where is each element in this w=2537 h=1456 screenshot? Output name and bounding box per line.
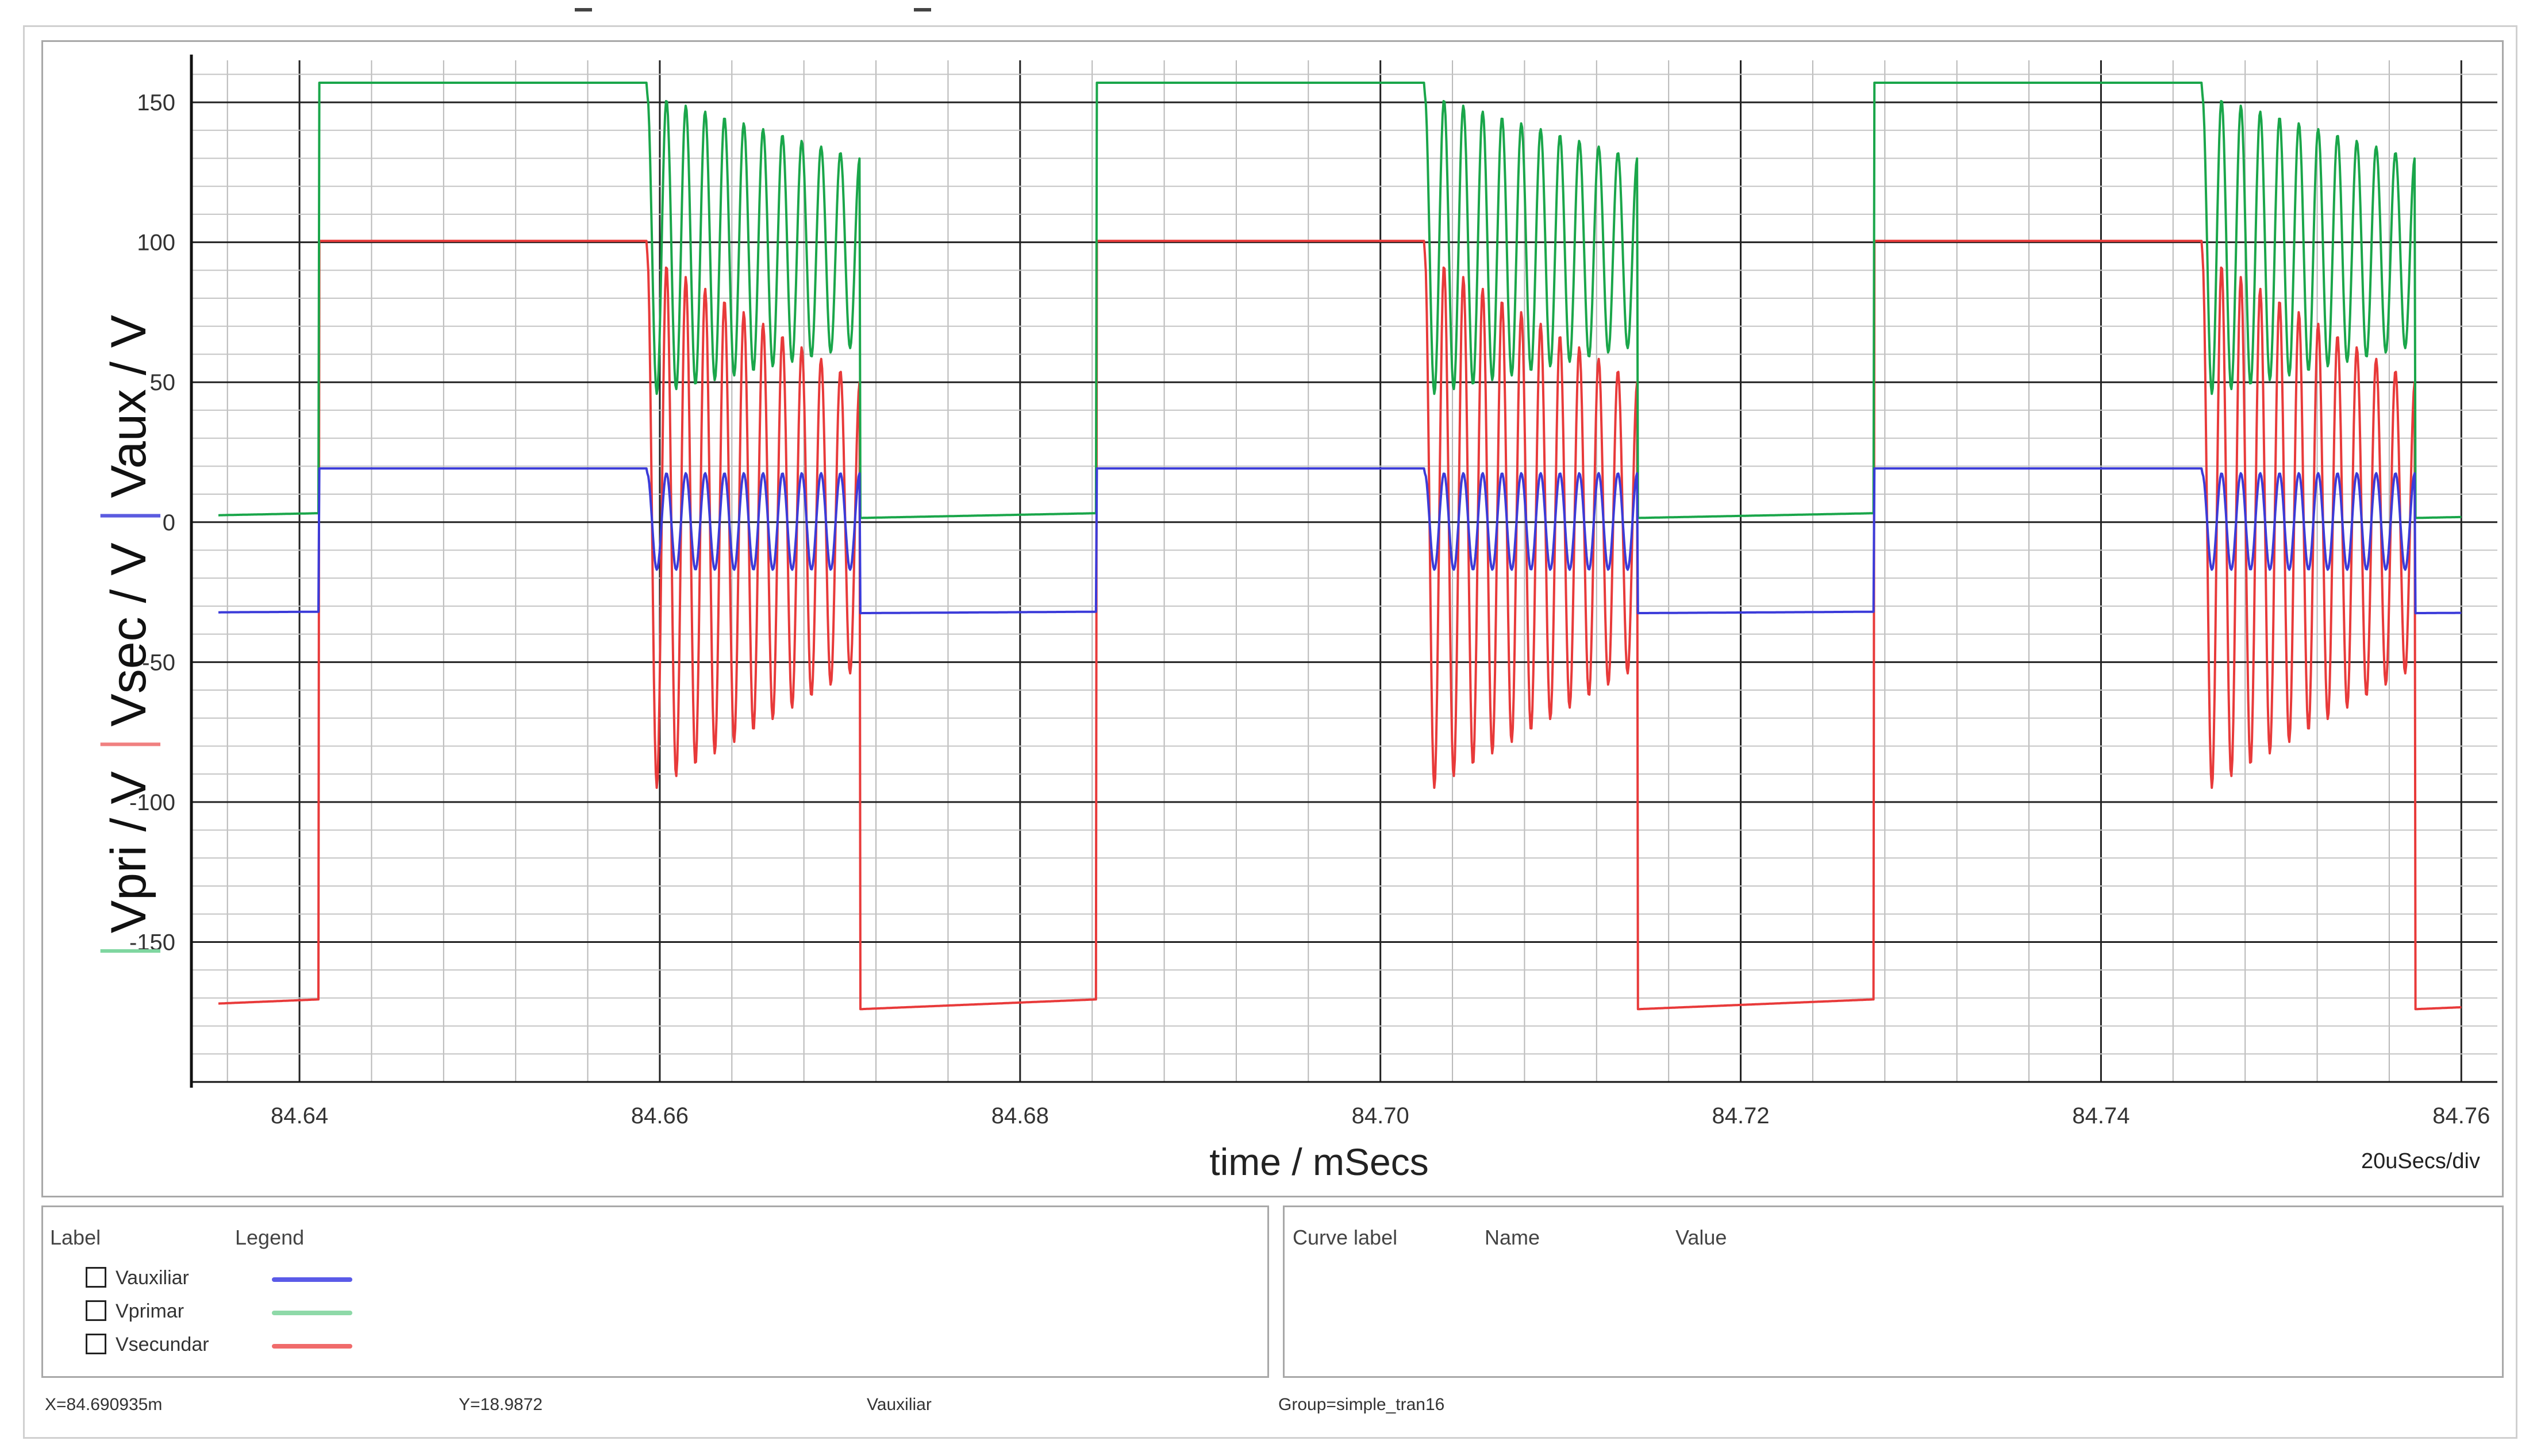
status-bar: X=84.690935m Y=18.9872 Vauxiliar Group=s… xyxy=(41,1390,2504,1425)
window-frame xyxy=(23,25,2517,1439)
x-axis-label: time / mSecs xyxy=(1209,1141,1428,1183)
y-axis-label-text: │Vpri / V │Vsec / V │Vaux / V xyxy=(100,315,161,964)
waveform-chart[interactable]: 84.64 84.66 84.68 84.70 84.72 84.74 84.76 150 10… xyxy=(43,42,2502,1196)
y-tick-label: 100 xyxy=(137,230,175,256)
x-scale-note: 20uSecs/div xyxy=(2361,1149,2480,1173)
group-readout: Group=simple_tran16 xyxy=(1278,1395,1445,1414)
x-readout: X=84.690935m xyxy=(45,1395,163,1414)
y-label-swatch: │ xyxy=(100,498,161,543)
grid xyxy=(191,60,2497,1082)
legend-panel: Label Legend Vauxiliar Vprimar Vsecundar xyxy=(41,1205,1269,1378)
legend-item-label: Vprimar xyxy=(116,1300,184,1322)
series-vauxiliar xyxy=(218,467,2462,615)
legend-header: Legend xyxy=(235,1226,305,1249)
y-tick-label: 150 xyxy=(137,90,175,115)
value-header: Value xyxy=(1675,1226,1727,1249)
name-header: Name xyxy=(1485,1226,1540,1249)
curve-values-panel: Curve label Name Value xyxy=(1283,1205,2504,1378)
y-label-swatch: │ xyxy=(100,727,161,772)
curve-label-header: Curve label xyxy=(1293,1226,1398,1249)
legend-swatch xyxy=(272,1311,352,1315)
y-tick-label: -100 xyxy=(129,790,175,815)
checkbox[interactable] xyxy=(86,1267,106,1288)
x-tick-label: 84.72 xyxy=(1712,1103,1770,1128)
y-label-part: Vpri / V xyxy=(101,771,156,933)
x-tick-label: 84.68 xyxy=(991,1103,1049,1128)
series-vprimar xyxy=(218,82,2462,519)
y-label-part: Vaux / V xyxy=(101,315,156,498)
y-label-part: Vsec / V xyxy=(101,542,156,726)
axes: 84.64 84.66 84.68 84.70 84.72 84.74 84.76 150 10… xyxy=(129,55,2497,1128)
checkbox[interactable] xyxy=(86,1334,106,1354)
x-tick-label: 84.64 xyxy=(271,1103,328,1128)
x-tick-label: 84.70 xyxy=(1352,1103,1409,1128)
y-axis-label: │Vpri / V │Vsec / V │Vaux / V xyxy=(100,315,161,964)
series-group xyxy=(218,82,2462,1011)
legend-swatch xyxy=(272,1277,352,1282)
legend-swatch xyxy=(272,1344,352,1349)
series-vsecundar xyxy=(218,240,2462,1011)
y-tick-label: -150 xyxy=(129,930,175,955)
x-tick-label: 84.74 xyxy=(2072,1103,2129,1128)
y-tick-label: 0 xyxy=(163,510,175,536)
curve-readout: Vauxiliar xyxy=(867,1395,932,1414)
title-bar-mark xyxy=(575,8,592,11)
label-header: Label xyxy=(50,1226,101,1249)
legend-item-label: Vauxiliar xyxy=(116,1267,189,1289)
x-tick-label: 84.76 xyxy=(2432,1103,2490,1128)
y-readout: Y=18.9872 xyxy=(459,1395,543,1414)
checkbox[interactable] xyxy=(86,1300,106,1321)
x-tick-label: 84.66 xyxy=(631,1103,689,1128)
y-tick-label: 50 xyxy=(150,370,176,395)
title-bar-mark xyxy=(914,8,931,11)
y-tick-label: -50 xyxy=(142,650,175,675)
y-label-swatch: │ xyxy=(100,933,161,964)
plot-panel[interactable]: 84.64 84.66 84.68 84.70 84.72 84.74 84.76 150 10… xyxy=(41,40,2504,1197)
legend-item-label: Vsecundar xyxy=(116,1334,209,1355)
